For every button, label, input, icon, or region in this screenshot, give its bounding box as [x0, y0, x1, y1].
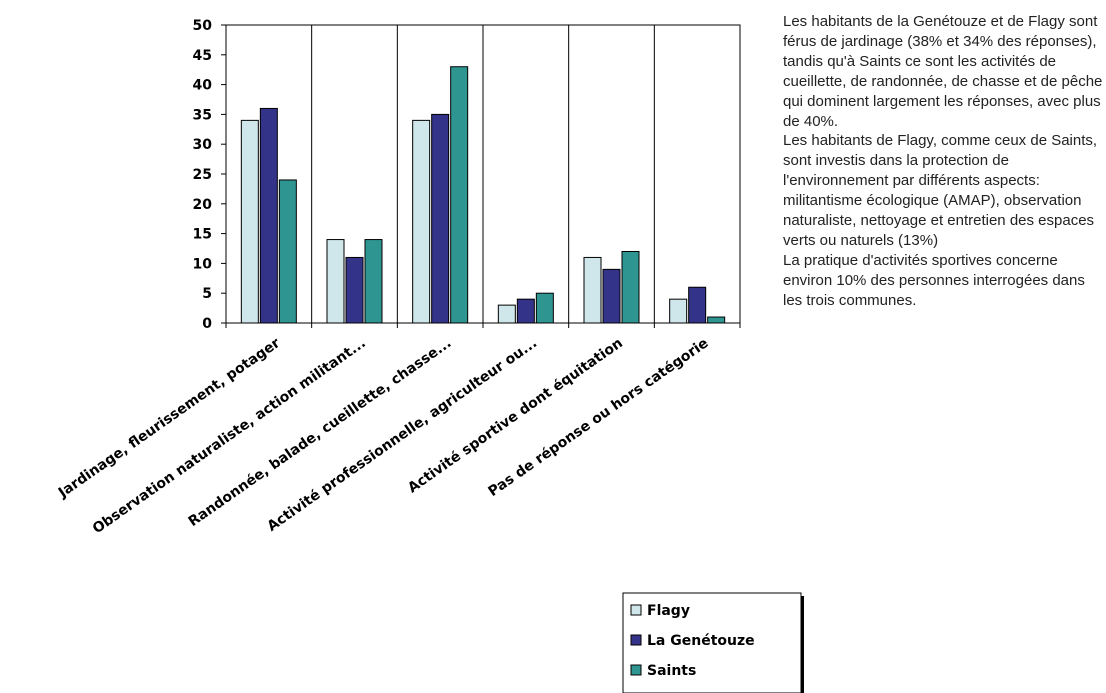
y-tick-label: 40	[193, 78, 213, 94]
bar	[278, 179, 297, 324]
bar	[412, 119, 431, 324]
y-tick-label: 0	[202, 316, 212, 332]
bar	[516, 298, 535, 324]
bar	[707, 316, 726, 324]
bar	[688, 286, 707, 324]
description-paragraph-2: Les habitants de Flagy, comme ceux de Sa…	[783, 132, 1098, 249]
y-axis: 0 5 10 15 20 25 30 35 40 45 50	[193, 18, 741, 332]
bars	[240, 66, 726, 324]
y-tick-label: 35	[193, 107, 212, 123]
bar	[621, 250, 640, 324]
y-tick-label: 10	[193, 256, 213, 272]
bar	[497, 304, 516, 324]
description-paragraph-3: La pratique d'activités sportives concer…	[783, 251, 1085, 309]
bar	[326, 239, 345, 324]
y-tick-label: 25	[193, 167, 212, 183]
x-axis: Jardinage, fleurissement, potagerObserva…	[55, 335, 712, 537]
bar	[364, 239, 383, 324]
legend-box	[622, 592, 802, 693]
description-text: Les habitants de la Genétouze et de Flag…	[783, 12, 1105, 311]
plot-area	[225, 24, 741, 324]
bar	[259, 107, 278, 324]
legend-swatch	[630, 664, 642, 676]
y-tick-label: 50	[193, 18, 213, 34]
bar	[602, 268, 621, 324]
bar	[240, 119, 259, 324]
legend-swatch	[630, 634, 642, 646]
description-paragraph-1: Les habitants de la Genétouze et de Flag…	[783, 13, 1103, 130]
y-tick-label: 30	[193, 137, 213, 153]
legend-swatch	[630, 604, 642, 616]
bar	[431, 113, 450, 324]
bar	[669, 298, 688, 324]
bar	[583, 256, 602, 324]
legend: Flagy La Genétouze Saints	[622, 592, 804, 693]
bar	[450, 66, 469, 324]
legend-label: Flagy	[647, 603, 690, 619]
bar	[345, 256, 364, 324]
y-tick-label: 20	[193, 197, 213, 213]
legend-label: Saints	[647, 663, 696, 679]
y-tick-label: 5	[202, 286, 212, 302]
y-tick-label: 45	[193, 48, 212, 64]
y-tick-label: 15	[193, 227, 212, 243]
legend-label: La Genétouze	[647, 633, 755, 649]
bar	[535, 292, 554, 324]
